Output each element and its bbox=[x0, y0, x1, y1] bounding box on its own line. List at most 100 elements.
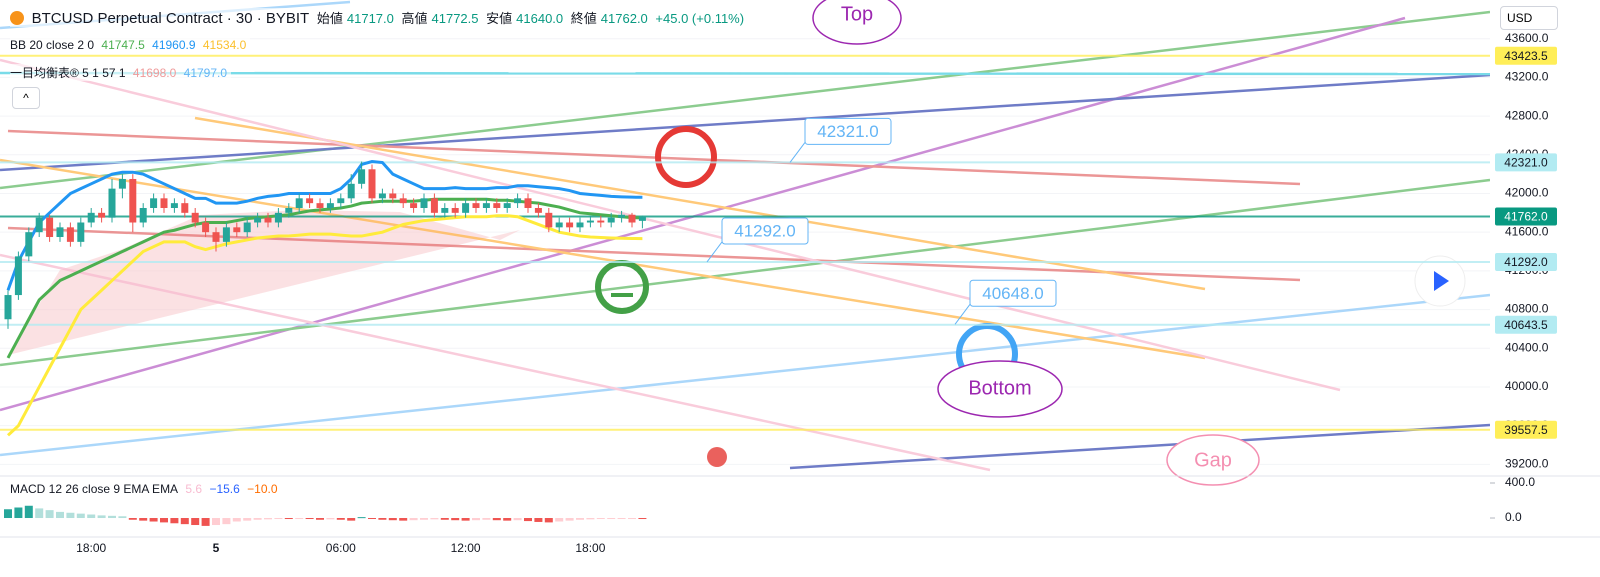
y-tick-label: 43600.0 bbox=[1505, 31, 1549, 45]
macd-bar bbox=[264, 518, 272, 520]
indicator-line bbox=[6, 197, 643, 359]
candle-body bbox=[87, 212, 95, 223]
candle-body bbox=[503, 203, 511, 208]
callout-pointer bbox=[954, 303, 971, 325]
candle-body bbox=[212, 232, 220, 242]
trend-line bbox=[0, 73, 1491, 172]
candle-body bbox=[493, 203, 501, 208]
callout-pointer bbox=[706, 241, 723, 263]
macd-bar bbox=[160, 518, 168, 523]
macd-bar bbox=[534, 518, 543, 522]
bb-lower: 41534.0 bbox=[202, 38, 247, 52]
y-tick-label: 40000.0 bbox=[1505, 379, 1549, 393]
x-tick-label: 12:00 bbox=[451, 541, 481, 555]
macd-bar bbox=[596, 518, 605, 520]
ichimoku-a: 41698.0 bbox=[132, 66, 177, 80]
trend-line bbox=[0, 253, 991, 472]
close-value: 41762.0 bbox=[600, 11, 648, 26]
candle-body bbox=[368, 169, 376, 199]
trend-line bbox=[0, 178, 1491, 367]
candle-body bbox=[46, 217, 54, 238]
candle-body bbox=[451, 207, 459, 213]
macd-legend: MACD 12 26 close 9 EMA EMA 5.6 −15.6 −10… bbox=[10, 482, 282, 496]
candle-body bbox=[35, 217, 43, 233]
macd-line: −15.6 bbox=[209, 482, 240, 496]
trend-line bbox=[0, 16, 1406, 412]
macd-bar bbox=[191, 518, 200, 526]
macd-bar bbox=[149, 518, 158, 522]
price-label: 40643.5 bbox=[1504, 318, 1548, 332]
macd-bar bbox=[357, 517, 366, 519]
macd-bar bbox=[544, 518, 553, 523]
x-tick-label: 18:00 bbox=[76, 541, 106, 555]
price-label-box bbox=[1495, 46, 1557, 65]
trend-line bbox=[0, 71, 1491, 76]
price-label: 41292.0 bbox=[1504, 255, 1548, 269]
macd-signal: −10.0 bbox=[247, 482, 278, 496]
candle-body bbox=[118, 178, 126, 189]
macd-bar bbox=[565, 518, 574, 521]
x-tick-label: 06:00 bbox=[326, 541, 356, 555]
macd-bar bbox=[607, 518, 616, 520]
macd-bar bbox=[284, 518, 293, 520]
candle-body bbox=[4, 295, 12, 320]
macd-bar bbox=[305, 518, 314, 520]
y-tick-label: 42000.0 bbox=[1505, 186, 1549, 200]
candle-body bbox=[597, 220, 605, 223]
macd-bar bbox=[118, 516, 127, 519]
bottom-bubble bbox=[937, 360, 1063, 418]
macd-bar bbox=[451, 518, 460, 521]
macd-bar bbox=[576, 518, 584, 520]
macd-bar bbox=[336, 518, 345, 520]
candle-body bbox=[358, 169, 366, 184]
macd-bar bbox=[24, 505, 33, 519]
macd-bar bbox=[326, 518, 335, 520]
macd-bar bbox=[108, 515, 116, 519]
candle-body bbox=[170, 203, 178, 208]
candle-body bbox=[337, 198, 345, 204]
candle-body bbox=[607, 217, 615, 223]
price-label-box bbox=[1495, 315, 1557, 334]
price-label: 41762.0 bbox=[1504, 210, 1548, 224]
macd-bar bbox=[461, 518, 470, 521]
indicator-line bbox=[6, 214, 643, 437]
macd-bar bbox=[482, 518, 491, 520]
candle-body bbox=[306, 198, 314, 204]
candle-body bbox=[295, 198, 303, 208]
candle-body bbox=[316, 203, 324, 208]
macd-bar bbox=[139, 518, 148, 521]
bottom-label: Bottom bbox=[968, 377, 1031, 399]
macd-bar bbox=[430, 518, 439, 520]
candle-body bbox=[56, 227, 64, 238]
candle-body bbox=[285, 207, 293, 213]
ichimoku-b: 41797.0 bbox=[183, 66, 228, 80]
candle-body bbox=[222, 227, 230, 242]
candle-body bbox=[545, 212, 553, 228]
macd-bar bbox=[388, 518, 397, 521]
bb-name: BB 20 close 2 0 bbox=[10, 38, 95, 52]
macd-tick-label: 400.0 bbox=[1505, 475, 1535, 489]
candle-body bbox=[378, 193, 386, 199]
y-tick-label: 40400.0 bbox=[1505, 340, 1549, 354]
macd-bar bbox=[76, 513, 85, 519]
candle-body bbox=[77, 222, 85, 242]
trend-line bbox=[0, 293, 1491, 457]
macd-bar bbox=[524, 518, 532, 522]
macd-bar bbox=[45, 510, 54, 519]
macd-bar bbox=[555, 518, 564, 522]
price-label-box bbox=[1495, 153, 1557, 172]
currency-button[interactable]: USD bbox=[1500, 6, 1558, 30]
x-tick-label: 5 bbox=[213, 541, 220, 555]
macd-bar bbox=[243, 518, 252, 521]
y-tick-label: 41600.0 bbox=[1505, 224, 1549, 238]
flag-icon bbox=[707, 447, 727, 467]
candle-body bbox=[274, 212, 282, 223]
candle-body bbox=[555, 222, 563, 228]
price-label-box bbox=[1495, 420, 1557, 439]
collapse-button[interactable]: ^ bbox=[12, 87, 40, 109]
macd-bar bbox=[87, 514, 96, 519]
macd-bar bbox=[253, 518, 262, 520]
candle-body bbox=[14, 256, 22, 296]
